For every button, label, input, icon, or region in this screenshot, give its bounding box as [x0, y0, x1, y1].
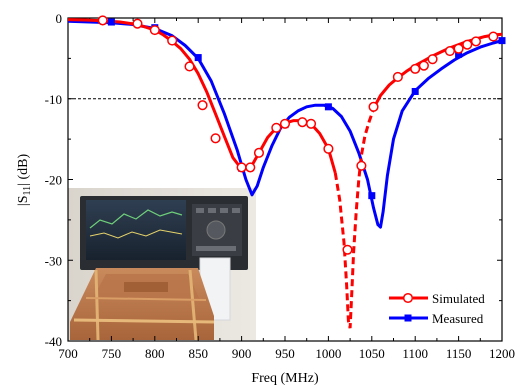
- x-tick-label: 850: [188, 346, 208, 361]
- data-point-simulated: [97, 15, 108, 26]
- data-point-measured: [411, 87, 419, 95]
- x-tick-label: 750: [102, 346, 122, 361]
- data-point-measured: [498, 37, 506, 45]
- x-tick-label: 700: [58, 346, 78, 361]
- data-point-simulated: [392, 71, 403, 82]
- data-point-simulated: [323, 143, 334, 154]
- data-point-simulated: [462, 39, 473, 50]
- data-point-measured: [107, 18, 115, 26]
- x-tick-label: 900: [232, 346, 252, 361]
- legend-marker-measured: [404, 314, 412, 322]
- markers-layer: [97, 15, 506, 255]
- data-point-simulated: [410, 63, 421, 74]
- y-tick-label: -10: [45, 92, 62, 107]
- data-point-simulated: [245, 162, 256, 173]
- y-axis-title: |S11| (dB): [16, 154, 33, 207]
- x-tick-label: 1100: [402, 346, 428, 361]
- data-point-measured: [368, 192, 376, 200]
- x-tick-label: 1000: [315, 346, 341, 361]
- legend-item-measured: Measured: [389, 311, 484, 326]
- data-point-simulated: [453, 43, 464, 54]
- inset-photo: [68, 188, 256, 341]
- legend-label-simulated: Simulated: [432, 291, 485, 306]
- legend-item-simulated: Simulated: [389, 291, 485, 306]
- x-tick-label: 1200: [489, 346, 515, 361]
- y-axis-title-main: |S: [16, 196, 31, 207]
- data-point-measured: [324, 103, 332, 111]
- data-point-simulated: [418, 60, 429, 71]
- data-point-simulated: [427, 54, 438, 65]
- x-tick-label: 950: [275, 346, 295, 361]
- legend: Simulated Measured: [389, 291, 485, 326]
- x-tick-label: 1150: [446, 346, 472, 361]
- y-axis-title-tail: | (dB): [16, 154, 31, 186]
- legend-marker-simulated: [402, 292, 414, 304]
- x-tick-label: 1050: [359, 346, 385, 361]
- data-point-measured: [455, 50, 463, 58]
- data-point-simulated: [305, 118, 317, 129]
- data-point-simulated: [356, 160, 367, 171]
- data-point-simulated: [470, 36, 482, 47]
- y-tick-label: -40: [45, 334, 62, 349]
- data-point-simulated: [297, 117, 308, 128]
- data-point-simulated: [488, 31, 499, 42]
- x-axis-title: Freq (MHz): [251, 371, 319, 386]
- data-point-measured: [194, 54, 202, 62]
- series-line-simulated: [67, 18, 337, 174]
- legend-label-measured: Measured: [432, 311, 484, 326]
- data-point-simulated: [149, 25, 160, 36]
- data-point-simulated: [271, 122, 282, 133]
- data-point-simulated: [132, 18, 143, 29]
- data-point-simulated: [342, 244, 353, 255]
- y-tick-label: -30: [45, 253, 62, 268]
- x-tick-label: 800: [145, 346, 165, 361]
- data-point-simulated: [253, 147, 265, 158]
- data-point-simulated: [236, 162, 247, 173]
- data-point-simulated: [210, 133, 221, 144]
- data-point-simulated: [444, 46, 455, 57]
- data-point-simulated: [167, 35, 178, 46]
- data-point-simulated: [197, 100, 208, 111]
- axis-ticks: 700 750 800 850 900 950 1000 1050 1100 1150 1200 0 -…: [45, 11, 515, 361]
- data-point-simulated: [184, 61, 195, 72]
- y-tick-label: 0: [56, 11, 63, 26]
- y-tick-label: -20: [45, 173, 62, 188]
- series-line-simulated-tail: [373, 32, 503, 108]
- data-point-simulated: [368, 101, 379, 112]
- data-point-simulated: [279, 118, 291, 129]
- y-axis-title-sub: 11: [22, 186, 33, 196]
